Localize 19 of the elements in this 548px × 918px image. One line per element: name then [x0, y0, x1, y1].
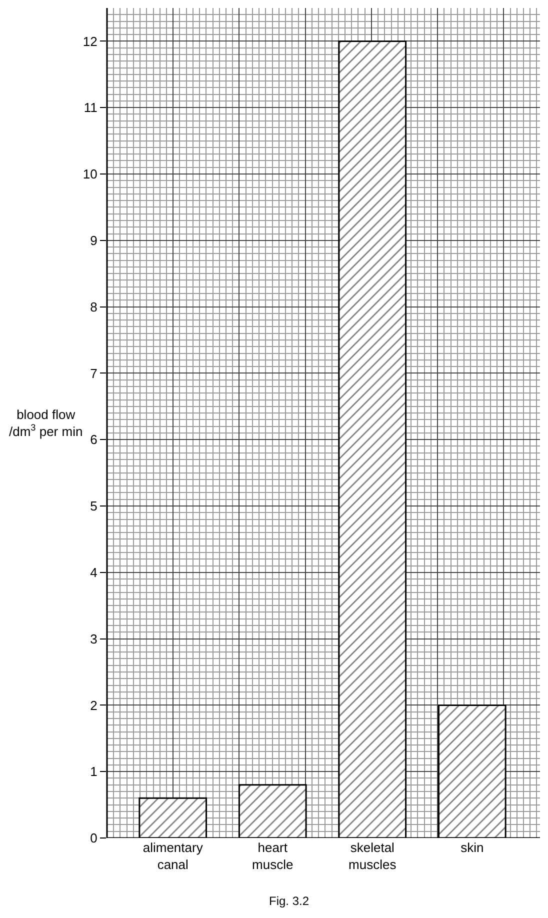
y-tick-label: 0 — [90, 830, 98, 846]
y-tick-label: 12 — [82, 34, 98, 49]
y-tick-label: 4 — [90, 564, 98, 580]
x-tick-label: heart muscle — [252, 840, 294, 872]
y-tick-label: 9 — [90, 232, 98, 248]
y-tick-label: 10 — [82, 166, 98, 182]
x-tick-label: skeletal muscles — [348, 840, 397, 872]
y-tick-label: 3 — [90, 631, 98, 646]
y-tick-label: 6 — [90, 432, 98, 448]
y-tick-label: 5 — [90, 498, 98, 514]
x-tick-label: alimentary canal — [142, 840, 204, 872]
y-tick-label: 1 — [90, 764, 98, 780]
y-tick-label: 2 — [90, 698, 98, 713]
caption: Fig. 3.2 — [269, 894, 310, 908]
x-tick-label: skin — [460, 840, 484, 855]
y-tick-label: 11 — [84, 100, 98, 116]
y-tick-label: 8 — [90, 299, 98, 314]
y-tick-label: 7 — [90, 366, 98, 381]
y-axis-title: blood flow /dm$^{3}$ per min — [9, 407, 83, 439]
